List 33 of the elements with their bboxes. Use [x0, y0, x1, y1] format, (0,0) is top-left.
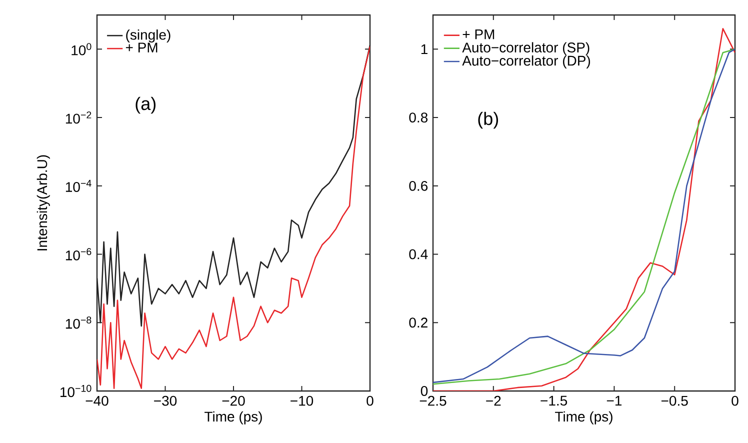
x-tick-label: −0.5 — [661, 396, 688, 406]
x-axis-title: Time (ps) — [204, 411, 262, 424]
legend-label: Auto−correlator (DP) — [462, 55, 590, 68]
y-tick-label: 10$^{−6}$ — [66, 248, 92, 260]
legend-label: + PM — [126, 42, 158, 52]
x-tick-label: 0 — [732, 396, 738, 406]
y-tick-label: 0.2 — [409, 318, 428, 328]
y-axis-title: Intensity(Arb.U) — [36, 155, 50, 250]
annotation: (a) — [136, 96, 156, 114]
x-tick-label: −40 — [86, 396, 108, 406]
x-tick-label: −1.5 — [540, 396, 568, 406]
y-tick-label: 1 — [421, 44, 428, 54]
y-tick-label: 0.6 — [409, 180, 428, 191]
y-tick-label: 0 — [420, 386, 428, 396]
x-axis-title: Time (ps) — [555, 411, 612, 424]
y-tick-label: 10$^{−8}$ — [66, 316, 92, 329]
y-tick-label: 10$^{−4}$ — [66, 180, 92, 192]
y-tick-label: 10$^{−10}$ — [60, 384, 92, 398]
x-tick-label: −2 — [486, 396, 501, 406]
x-tick-label: −1 — [606, 396, 622, 406]
x-tick-label: −2.5 — [420, 396, 446, 406]
x-tick-label: −20 — [222, 396, 245, 406]
y-tick-label: 0.4 — [409, 249, 428, 260]
legend-label: + PM — [462, 29, 494, 40]
y-tick-label: 10$^{−2}$ — [66, 111, 92, 124]
y-tick-label: 0.8 — [409, 112, 428, 122]
legend-label: Auto−correlator (SP) — [462, 42, 590, 56]
legend-label: (single) — [126, 29, 170, 43]
annotation: (b) — [478, 112, 498, 129]
x-tick-label: −10 — [290, 396, 314, 406]
x-tick-label: 0 — [366, 396, 374, 406]
x-tick-label: −30 — [154, 396, 177, 406]
y-tick-label: 10$^{0}$ — [72, 43, 92, 56]
